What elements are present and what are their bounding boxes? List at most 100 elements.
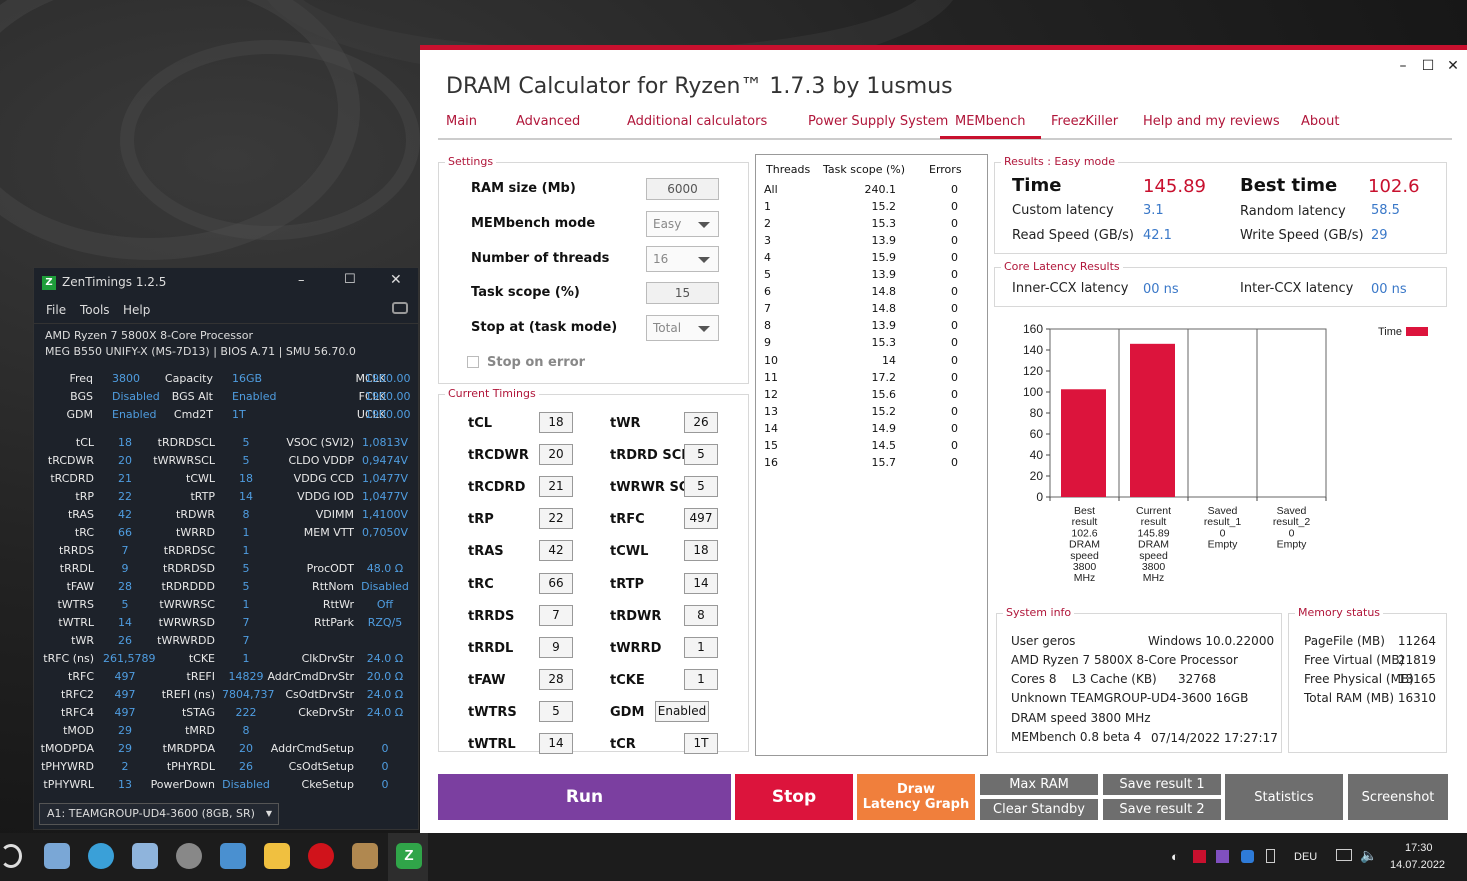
threads-select[interactable]: 16 <box>646 246 719 272</box>
zen-value: 497 <box>114 670 136 683</box>
zentimings-taskbar-icon[interactable]: Z <box>396 843 422 869</box>
zen-label: CsOdtDrvStr <box>285 688 354 701</box>
tray-security-icon[interactable] <box>1241 850 1254 863</box>
timing-value[interactable]: 8 <box>684 604 718 626</box>
zen-value: 29 <box>118 724 132 737</box>
network-icon[interactable] <box>1336 849 1352 861</box>
sysinfo-dram-speed: DRAM speed 3800 MHz <box>1011 711 1151 725</box>
opera-icon[interactable] <box>308 843 334 869</box>
tab-membench[interactable]: MEMbench <box>940 114 1041 139</box>
zen-label: RttPark <box>313 616 354 629</box>
close-icon[interactable]: ✕ <box>1447 58 1459 74</box>
timing-value[interactable]: 1 <box>684 668 718 690</box>
timing-value[interactable]: 28 <box>539 668 573 690</box>
maximize-icon[interactable]: ☐ <box>1421 58 1435 74</box>
tab-about[interactable]: About <box>1301 114 1340 129</box>
tab-help-reviews[interactable]: Help and my reviews <box>1143 114 1280 129</box>
camera-icon[interactable] <box>392 302 408 314</box>
zen-value: 24.0 Ω <box>366 706 404 719</box>
tray-app-icon[interactable] <box>1216 850 1229 863</box>
thread-errors: 0 <box>951 200 958 214</box>
steam-icon[interactable] <box>0 844 22 868</box>
timing-value[interactable]: 497 <box>684 508 718 530</box>
timing-value[interactable]: 26 <box>684 412 718 433</box>
stop-button[interactable]: Stop <box>735 774 853 820</box>
zen-value: 0 <box>381 778 389 791</box>
tray-amd-icon[interactable] <box>1193 850 1206 863</box>
ram-size-field[interactable]: 6000 <box>646 178 719 200</box>
zen-value: 0 <box>381 760 389 773</box>
timing-value[interactable]: 9 <box>539 636 573 658</box>
settings-gear-icon[interactable] <box>176 843 202 869</box>
timing-value[interactable]: 42 <box>539 540 573 562</box>
zen-maximize-icon[interactable]: ☐ <box>344 272 356 287</box>
timing-value[interactable]: 1 <box>684 636 718 658</box>
taskbar: Z ◐ DEU 🔈 17:30 14.07.2022 <box>0 833 1467 881</box>
zen-minimize-icon[interactable]: – <box>298 273 305 288</box>
zen-value: 497 <box>114 706 136 719</box>
timing-value[interactable]: 18 <box>684 540 718 562</box>
timing-value[interactable]: 14 <box>539 733 573 754</box>
control-panel-icon[interactable] <box>220 843 246 869</box>
save-result-1-button[interactable]: Save result 1 <box>1103 774 1221 795</box>
timing-value[interactable]: 5 <box>684 476 718 498</box>
zen-value: Disabled <box>112 390 160 403</box>
timing-value[interactable]: 14 <box>684 572 718 594</box>
chart-app-icon[interactable] <box>132 843 158 869</box>
zen-close-icon[interactable]: ✕ <box>390 272 402 288</box>
zen-value: 1,0477V <box>361 472 408 485</box>
input-language[interactable]: DEU <box>1294 851 1318 863</box>
timing-value[interactable]: 7 <box>539 604 573 626</box>
tab-main[interactable]: Main <box>446 114 478 129</box>
statistics-button[interactable]: Statistics <box>1225 774 1343 820</box>
tab-advanced[interactable]: Advanced <box>516 114 581 129</box>
stop-at-select[interactable]: Total <box>646 315 719 341</box>
timing-value[interactable]: 21 <box>539 476 573 498</box>
timing-value[interactable]: 22 <box>539 508 573 530</box>
zen-value: 8 <box>242 724 250 737</box>
best-time-value: 102.6 <box>1368 176 1420 197</box>
results-group: Results : Easy mode Time 145.89 Best tim… <box>994 155 1447 254</box>
clock-date[interactable]: 14.07.2022 <box>1390 859 1446 871</box>
minimize-icon[interactable]: – <box>1399 58 1407 74</box>
calculator-icon[interactable] <box>44 843 70 869</box>
timing-value[interactable]: 5 <box>684 444 718 466</box>
bar-0 <box>1061 389 1106 497</box>
zen-value: 5 <box>242 436 250 449</box>
zen-value: 2 <box>121 760 129 773</box>
timing-value[interactable]: 20 <box>539 444 573 466</box>
thread-scope: 13.9 <box>871 234 897 248</box>
clock-time[interactable]: 17:30 <box>1405 842 1433 854</box>
zen-label: tWTRL <box>58 616 94 629</box>
max-ram-button[interactable]: Max RAM <box>980 774 1098 795</box>
zen-label: tREFI (ns) <box>161 688 215 701</box>
timing-label: tFAW <box>468 672 506 688</box>
zen-menu-file[interactable]: File <box>46 303 67 317</box>
volume-icon[interactable]: 🔈 <box>1360 847 1378 863</box>
membench-mode-select[interactable]: Easy <box>646 211 719 237</box>
x-category-label: speed <box>1139 550 1168 562</box>
draw-latency-graph-button[interactable]: Draw Latency Graph <box>857 774 975 820</box>
tab-freezkiller[interactable]: FreezKiller <box>1051 114 1119 129</box>
tray-usb-icon[interactable] <box>1266 849 1275 863</box>
tray-steam-icon[interactable]: ◐ <box>1171 849 1179 864</box>
stop-on-error-checkbox[interactable] <box>467 356 479 368</box>
screenshot-button[interactable]: Screenshot <box>1348 774 1448 820</box>
dimm-select[interactable]: A1: TEAMGROUP-UD4-3600 (8GB, SR) ▼ <box>39 803 279 825</box>
file-explorer-icon[interactable] <box>264 843 290 869</box>
timing-value[interactable]: 18 <box>539 412 573 433</box>
run-button[interactable]: Run <box>438 774 731 820</box>
timing-value[interactable]: 66 <box>539 572 573 594</box>
task-scope-field[interactable]: 15 <box>646 282 719 304</box>
edge-icon[interactable] <box>88 843 114 869</box>
clear-standby-button[interactable]: Clear Standby <box>980 799 1098 820</box>
zen-menu-help[interactable]: Help <box>123 303 151 317</box>
timing-value[interactable]: 1T <box>684 733 718 754</box>
app-icon[interactable] <box>352 843 378 869</box>
timing-value[interactable]: 5 <box>539 700 573 722</box>
zen-menu-tools[interactable]: Tools <box>80 303 110 317</box>
timing-value[interactable]: Enabled <box>655 700 709 722</box>
tab-additional-calculators[interactable]: Additional calculators <box>627 114 768 129</box>
save-result-2-button[interactable]: Save result 2 <box>1103 799 1221 820</box>
tab-power-supply-system[interactable]: Power Supply System <box>808 114 949 129</box>
